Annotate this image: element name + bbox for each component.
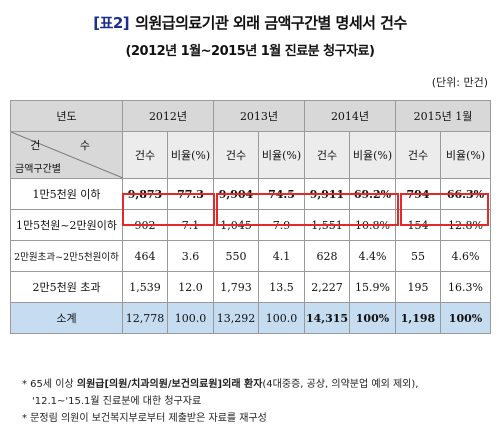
col-ratio: 비율(%): [258, 131, 305, 179]
cell: 2,227: [304, 271, 350, 303]
year-2012: 2012년: [122, 100, 214, 132]
footnote-1-suffix: (4대중증, 공상, 의약분업 예외 제외),: [262, 379, 419, 390]
table-row: 2만5천원 초과 1,539 12.0 1,793 13.5 2,227 15.…: [10, 271, 492, 303]
col-ratio: 비율(%): [439, 131, 492, 179]
row-label: 2만원초과~2만5천원이하: [10, 240, 123, 272]
row-label: 1만5천원~2만원이하: [10, 209, 123, 241]
cell: 550: [213, 240, 259, 272]
year-2015: 2015년 1월: [394, 100, 492, 132]
table-title: [표2] 의원급의료기관 외래 금액구간별 명세서 건수: [0, 12, 500, 33]
year-2014: 2014년: [304, 100, 396, 132]
cell: 1,793: [213, 271, 259, 303]
col-ratio: 비율(%): [167, 131, 214, 179]
row-label: 2만5천원 초과: [10, 271, 123, 303]
cell: 13,292: [213, 302, 259, 334]
footnote-1: * 65세 이상 의원급[의원/치과의원/보건의료원]외래 환자(4대중증, 공…: [22, 376, 492, 393]
cell: 4.1: [258, 240, 305, 272]
row-label: 1만5천원 이하: [10, 178, 123, 210]
cell: 4.4%: [349, 240, 396, 272]
cell: 4.6%: [439, 240, 492, 272]
year-2013: 2013년: [213, 100, 305, 132]
cell: 100.0: [167, 302, 214, 334]
cell: 100%: [439, 302, 492, 334]
cell: 14,315: [304, 302, 350, 334]
col-count: 건수: [304, 131, 350, 179]
highlight-box-2012: [122, 193, 215, 226]
cell: 12.0: [167, 271, 214, 303]
table-row: 2만원초과~2만5천원이하 464 3.6 550 4.1 628 4.4% 5…: [10, 240, 492, 272]
highlight-box-2015: [400, 193, 489, 226]
year-label: 년도: [10, 100, 123, 132]
diag-bottom-label: 금액구간별: [15, 164, 61, 175]
cell: 464: [122, 240, 168, 272]
total-row: 소계 12,778 100.0 13,292 100.0 14,315 100%…: [10, 302, 492, 334]
diagonal-line: [11, 132, 123, 178]
cell: 15.9%: [349, 271, 396, 303]
highlight-box-2013-2014: [216, 193, 399, 226]
cell: 628: [304, 240, 350, 272]
cell: 12,778: [122, 302, 168, 334]
cell: 100.0: [258, 302, 305, 334]
col-count: 건수: [213, 131, 259, 179]
cell: 13.5: [258, 271, 305, 303]
table-title-text: 의원급의료기관 외래 금액구간별 명세서 건수: [135, 14, 407, 32]
row-label: 소계: [10, 302, 123, 334]
table-tag: [표2]: [93, 14, 130, 32]
col-count: 건수: [395, 131, 441, 179]
cell: 55: [395, 240, 441, 272]
footnote-1-bold: 의원급[의원/치과의원/보건의료원]외래 환자: [76, 379, 263, 390]
diagonal-header-cell: 건 수 금액구간별: [10, 131, 123, 179]
col-ratio: 비율(%): [349, 131, 396, 179]
cell: 195: [395, 271, 441, 303]
cell: 100%: [349, 302, 396, 334]
year-header-row: 년도 2012년 2013년 2014년 2015년 1월: [10, 100, 492, 132]
cell: 16.3%: [439, 271, 492, 303]
cell: 3.6: [167, 240, 214, 272]
footnote-2: * 문정림 의원이 보건복지부로부터 제출받은 자료를 재구성: [22, 413, 267, 424]
unit-label: (단위: 만건): [431, 76, 488, 89]
cell: 1,539: [122, 271, 168, 303]
column-header-row: 건 수 금액구간별 건수 비율(%) 건수 비율(%) 건수 비율(%) 건수 …: [10, 131, 492, 179]
footnotes: * 65세 이상 의원급[의원/치과의원/보건의료원]외래 환자(4대중증, 공…: [22, 376, 492, 427]
diag-top-label: 건 수: [30, 139, 108, 152]
footnote-1-prefix: * 65세 이상: [22, 379, 77, 390]
cell: 1,198: [395, 302, 441, 334]
col-count: 건수: [122, 131, 168, 179]
footnote-1-continued: '12.1~'15.1월 진료분에 대한 청구자료: [32, 396, 202, 407]
table-subtitle: (2012년 1월~2015년 1월 진료분 청구자료): [125, 44, 375, 59]
